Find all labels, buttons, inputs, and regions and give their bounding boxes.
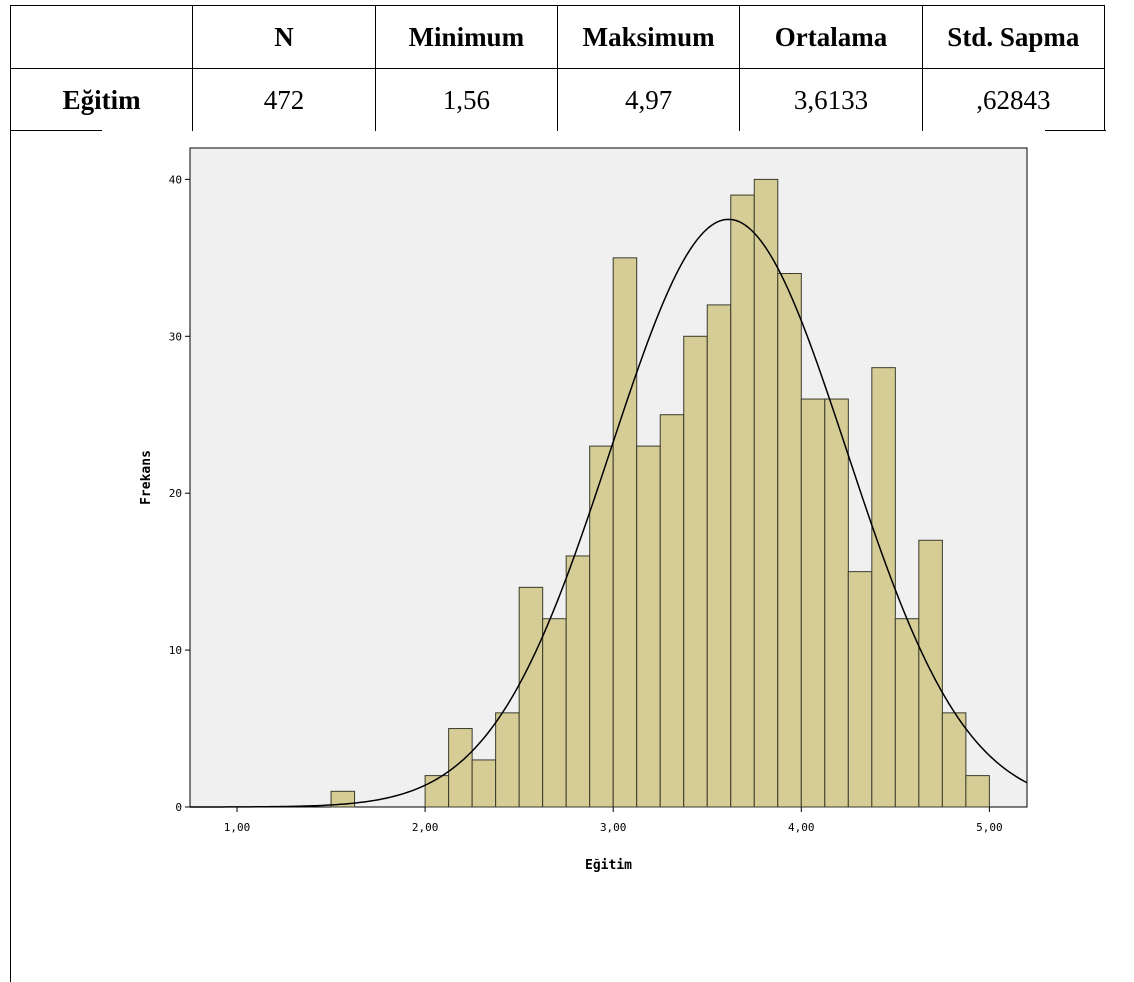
table-row: Eğitim 472 1,56 4,97 3,6133 ,62843 (9, 68, 1106, 131)
histogram-bar (777, 273, 802, 808)
y-tick-label: 0 (175, 801, 182, 814)
x-axis-title: Eğitim (585, 858, 632, 873)
row-label-egitim: Eğitim (9, 68, 194, 131)
page-frame-left-border (10, 130, 11, 982)
descriptive-stats-table: N Minimum Maksimum Ortalama Std. Sapma E… (9, 5, 1106, 131)
histogram-bar (918, 539, 943, 808)
histogram-bar (683, 335, 708, 808)
histogram-bar (847, 571, 873, 808)
x-tick-label: 3,00 (600, 821, 627, 834)
histogram-chart: 1,00 2,00 3,00 4,00 5,00 0 10 20 30 40 Eğitim Fre… (139, 147, 1028, 873)
histogram-bar (495, 712, 520, 808)
histogram-bar (730, 194, 755, 808)
table-bottom-rule-left (10, 130, 102, 131)
x-tick-label: 4,00 (788, 821, 815, 834)
x-tick-label: 5,00 (976, 821, 1003, 834)
histogram-bar (894, 618, 920, 808)
header-cell-n: N (192, 5, 376, 69)
histogram-bar (636, 445, 661, 808)
histogram-bar (753, 178, 779, 808)
cell-ortalama: 3,6133 (739, 68, 923, 131)
y-axis-title: Frekans (139, 450, 154, 505)
y-tick-label: 40 (169, 173, 182, 186)
histogram-bar (706, 304, 732, 808)
histogram-bar (659, 414, 685, 808)
cell-std-sapma: ,62843 (921, 68, 1106, 131)
header-cell-ortalama: Ortalama (739, 5, 923, 69)
header-cell-empty (9, 5, 194, 69)
table-bottom-rule-right (1045, 130, 1106, 131)
histogram-bar (965, 775, 990, 808)
table-header-row: N Minimum Maksimum Ortalama Std. Sapma (9, 5, 1106, 69)
histogram-bar (518, 586, 544, 808)
header-cell-minimum: Minimum (374, 5, 558, 69)
header-cell-maksimum: Maksimum (556, 5, 741, 69)
y-tick-label: 10 (169, 644, 182, 657)
x-tick-label: 2,00 (412, 821, 439, 834)
histogram-bar (612, 257, 638, 808)
cell-minimum: 1,56 (374, 68, 558, 131)
histogram-bar (542, 618, 567, 808)
cell-n: 472 (192, 68, 376, 131)
histogram-bar (800, 398, 826, 808)
histogram-bar (448, 728, 473, 808)
histogram-bar (824, 398, 849, 808)
y-tick-label: 20 (169, 487, 182, 500)
y-tick-label: 30 (169, 330, 182, 343)
histogram-bar (471, 759, 497, 808)
histogram-bar (941, 712, 967, 808)
header-cell-std-sapma: Std. Sapma (921, 5, 1106, 69)
cell-maksimum: 4,97 (556, 68, 741, 131)
histogram-bar (424, 775, 450, 808)
histogram-bar (871, 367, 896, 808)
histogram-bar (565, 555, 591, 808)
normal-curve (190, 218, 1028, 808)
x-tick-label: 1,00 (224, 821, 251, 834)
